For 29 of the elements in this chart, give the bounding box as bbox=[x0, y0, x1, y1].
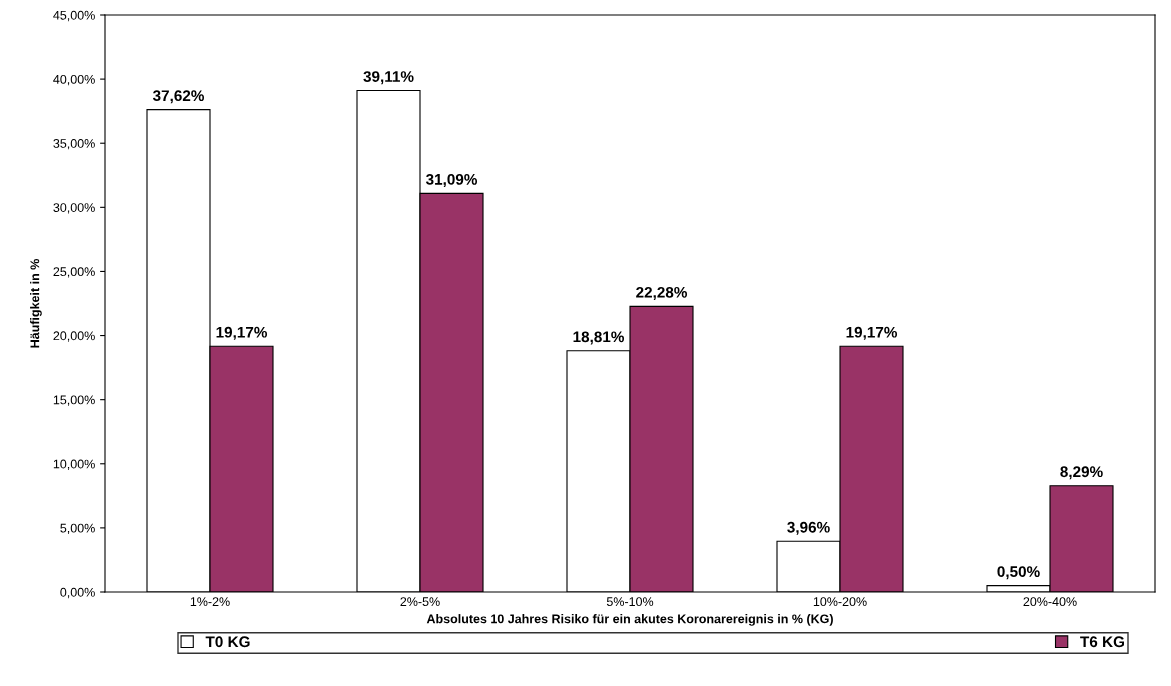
y-tick-label: 40,00% bbox=[53, 74, 95, 86]
data-label: 37,62% bbox=[152, 90, 205, 104]
y-tick-label: 35,00% bbox=[53, 139, 95, 150]
y-tick-label: 15,00% bbox=[53, 395, 95, 406]
y-tick-label: 10,00% bbox=[53, 459, 95, 470]
data-label: 8,29% bbox=[1060, 466, 1103, 480]
data-label: 31,09% bbox=[425, 173, 478, 187]
y-axis-title: Häufigkeit in % bbox=[30, 259, 42, 348]
data-label: 3,96% bbox=[787, 521, 830, 535]
y-tick-label: 5,00% bbox=[60, 523, 95, 535]
data-label: 22,28% bbox=[636, 286, 688, 300]
x-tick-label: 5%-10% bbox=[606, 597, 654, 607]
x-tick-label: 10%-20% bbox=[813, 597, 867, 607]
x-axis-title: Absolutes 10 Jahres Risiko für ein akutes Koronarereignis in % (KG) bbox=[426, 614, 833, 626]
y-tick-label: 25,00% bbox=[53, 267, 95, 278]
legend-label: T0 KG bbox=[205, 636, 250, 648]
data-label: 19,17% bbox=[216, 326, 268, 340]
data-label: 19,17% bbox=[846, 326, 898, 340]
data-label: 39,11% bbox=[363, 71, 414, 85]
x-tick-label: 20%-40% bbox=[1023, 597, 1077, 607]
y-tick-label: 30,00% bbox=[53, 203, 95, 214]
y-tick-label: 0,00% bbox=[60, 587, 95, 599]
legend-label: T6 KG bbox=[1080, 636, 1124, 648]
x-tick-label: 2%-5% bbox=[400, 597, 440, 607]
data-label: 0,50% bbox=[997, 566, 1040, 580]
y-tick-label: 45,00% bbox=[53, 10, 95, 22]
y-tick-label: 20,00% bbox=[53, 331, 95, 342]
x-tick-label: 1%-2% bbox=[190, 597, 230, 606]
data-label: 18,81% bbox=[573, 331, 625, 345]
